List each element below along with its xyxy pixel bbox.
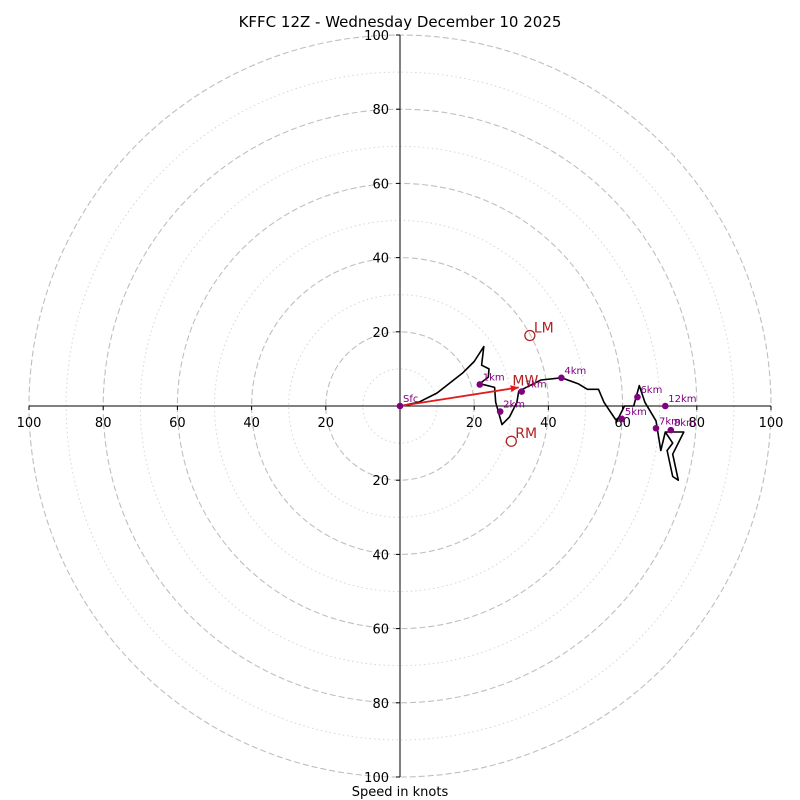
x-tick-label: 100 <box>17 416 42 431</box>
y-tick-label: 80 <box>372 103 389 118</box>
height-marker-4km <box>558 374 565 382</box>
y-tick-label: 80 <box>372 697 389 712</box>
storm-motion-markers: LM MW RM <box>505 321 554 447</box>
height-marker-label: 5km <box>625 407 647 418</box>
y-tick-label: 100 <box>364 771 389 786</box>
shear-vector <box>399 385 519 407</box>
storm-motion-rm-label: RM <box>515 426 537 442</box>
storm-motion-lm-label: LM <box>534 321 554 337</box>
y-tick-label: 60 <box>372 177 389 192</box>
height-marker-label: 12km <box>668 394 696 405</box>
height-marker-1km <box>476 381 484 388</box>
y-tick-label: 40 <box>372 252 389 267</box>
height-marker-label: 7km <box>659 416 681 427</box>
height-marker-label: 6km <box>640 385 662 396</box>
y-tick-label: 20 <box>372 474 389 489</box>
height-marker-12km <box>661 402 669 410</box>
x-tick-label: 40 <box>243 416 260 431</box>
x-tick-label: 20 <box>318 416 335 431</box>
height-marker-6km <box>634 393 641 401</box>
height-marker-2km <box>496 408 504 415</box>
x-tick-label: 20 <box>466 416 483 431</box>
storm-motion-lm-marker <box>524 329 536 342</box>
y-tick-label: 40 <box>372 548 389 563</box>
shear-vector-arrowhead <box>510 385 519 393</box>
wind-trace <box>399 345 685 482</box>
height-marker-Sfc <box>396 402 404 410</box>
height-marker-label: Sfc <box>403 394 418 405</box>
hodograph-trace-line <box>399 345 685 482</box>
tick-labels: 100 80 60 40 20 20 40 60 80 100 100 80 60 40 20 20 40 60 8… <box>17 29 784 786</box>
height-marker-label: 3km <box>525 380 547 391</box>
shear-vector-line <box>399 386 519 407</box>
height-marker-3km <box>518 388 525 395</box>
height-marker-7km <box>652 424 660 432</box>
storm-motion-mw-label: MW <box>512 373 538 389</box>
height-marker-8km <box>667 426 675 434</box>
y-tick-label: 20 <box>372 326 389 341</box>
height-marker-5km <box>618 415 626 423</box>
x-tick-label: 100 <box>759 416 784 431</box>
height-marker-label: 1km <box>483 372 505 383</box>
y-tick-label: 60 <box>372 623 389 638</box>
x-tick-label: 80 <box>689 416 706 431</box>
x-tick-label: 60 <box>169 416 186 431</box>
height-marker-label: 8km <box>674 418 696 429</box>
x-axis-label: Speed in knots <box>352 785 449 800</box>
height-marker-label: 2km <box>503 400 525 411</box>
y-tick-label: 100 <box>364 29 389 44</box>
x-tick-label: 60 <box>614 416 631 431</box>
x-tick-label: 40 <box>540 416 557 431</box>
height-marker-label: 4km <box>564 366 586 377</box>
x-tick-label: 80 <box>95 416 112 431</box>
storm-motion-rm-marker <box>505 435 517 447</box>
chart-title: KFFC 12Z - Wednesday December 10 2025 <box>239 13 562 31</box>
